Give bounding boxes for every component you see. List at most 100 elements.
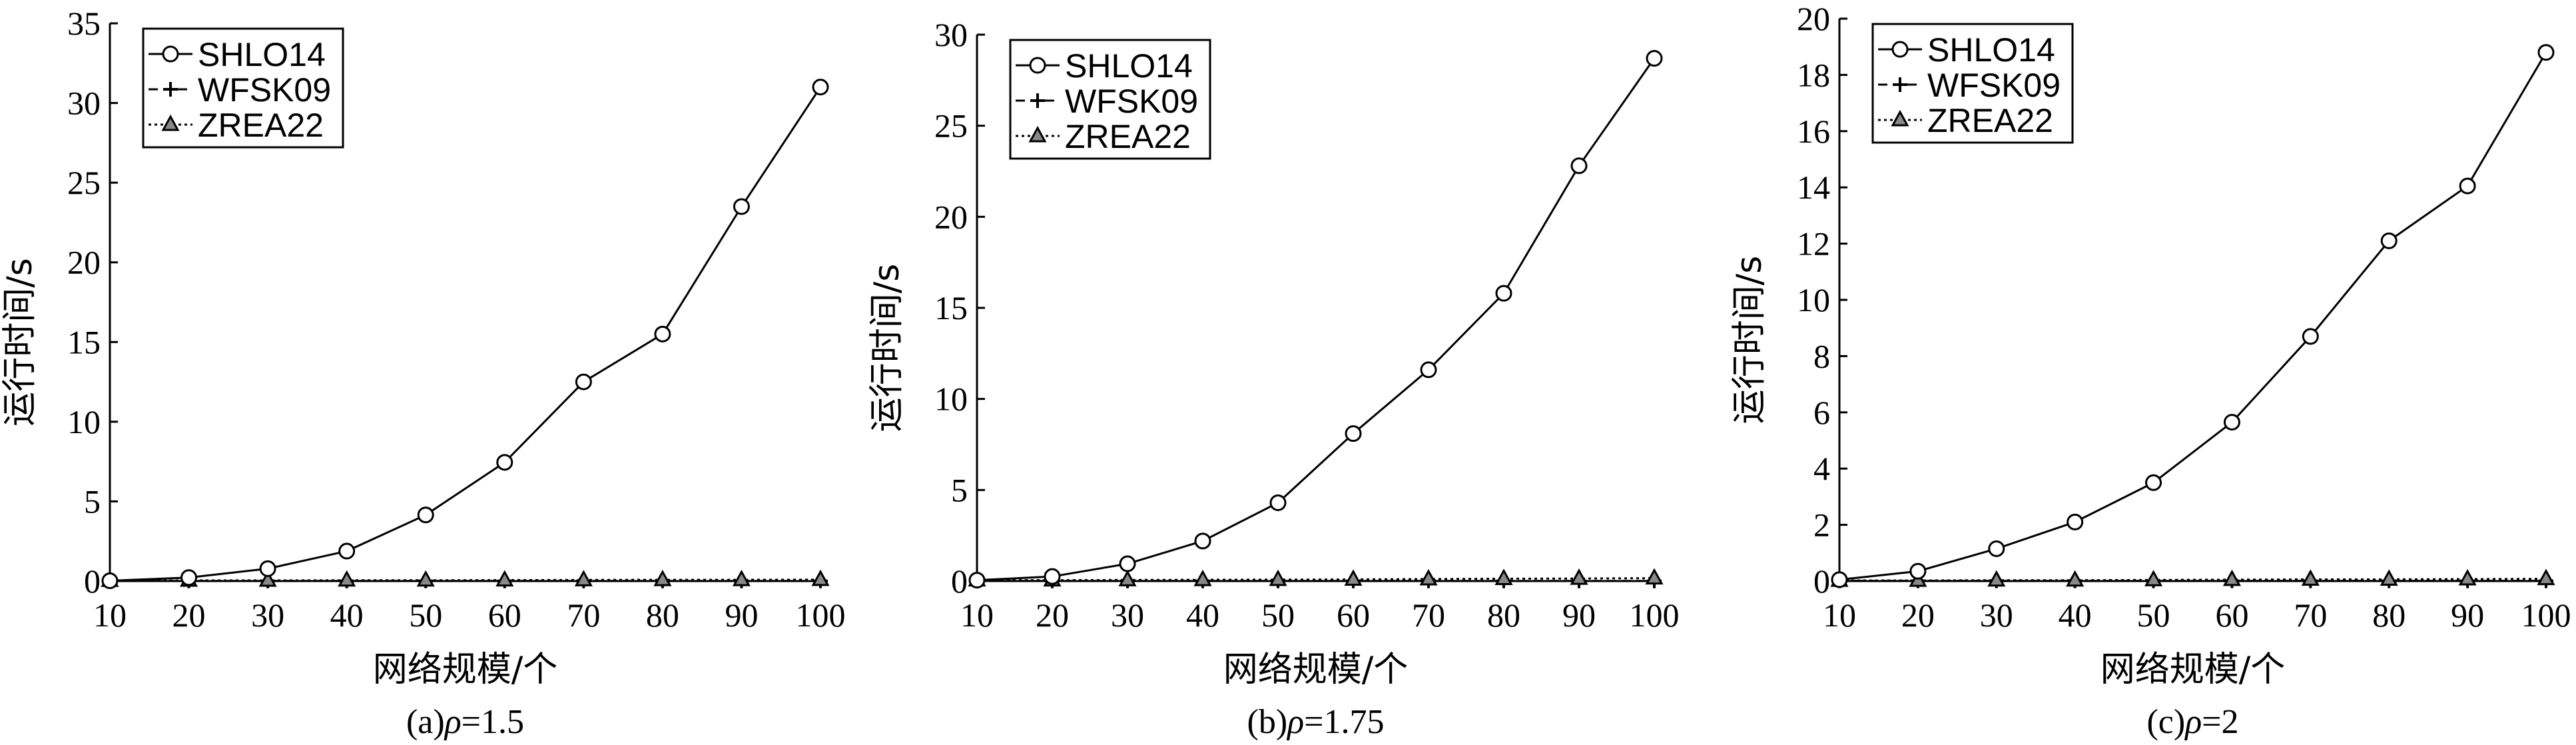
x-tick-label: 50	[2137, 596, 2170, 634]
y-tick-label: 2	[1813, 506, 1830, 544]
y-tick-label: 25	[67, 164, 101, 201]
data-point-ZREA22	[2458, 568, 2477, 586]
data-point-ZREA22	[1269, 569, 1287, 586]
y-tick-label: 10	[1797, 281, 1830, 319]
y-tick-label: 20	[1797, 0, 1830, 37]
panel-caption: (a)ρ=1.5	[406, 703, 524, 741]
x-tick-label: 90	[725, 596, 758, 634]
x-tick-label: 40	[2059, 596, 2092, 634]
x-tick-label: 30	[1980, 596, 2013, 634]
data-point-SHLO14	[2537, 44, 2555, 61]
data-point-ZREA22	[258, 570, 277, 587]
x-tick-label: 40	[1186, 596, 1219, 634]
x-tick-label: 50	[1261, 596, 1295, 634]
legend-label-WFSK09: WFSK09	[1927, 67, 2061, 104]
x-tick-label: 90	[1562, 596, 1596, 634]
caption-symbol: ρ	[444, 703, 462, 741]
legend-marker-WFSK09	[163, 82, 178, 97]
data-point-SHLO14	[2302, 328, 2319, 345]
series-line-ZREA22	[1839, 578, 2547, 582]
y-axis-label: 运行时间/s	[1730, 256, 1770, 424]
series-line-ZREA22	[977, 577, 1655, 582]
data-point-SHLO14	[812, 79, 829, 96]
panel-caption: (c)ρ=2	[2146, 703, 2238, 741]
data-point-SHLO14	[2145, 474, 2162, 491]
data-point-SHLO14	[1345, 425, 1362, 442]
legend-label-WFSK09: WFSK09	[198, 71, 331, 109]
y-tick-label: 0	[1813, 562, 1830, 600]
y-tick-label: 20	[67, 244, 101, 281]
data-point-ZREA22	[574, 570, 593, 586]
x-tick-label: 30	[251, 596, 284, 634]
legend-marker-ZREA22	[1891, 109, 1909, 127]
data-point-SHLO14	[417, 506, 434, 524]
chart-panel-1: 0 5 10 15 20 25 30 10 20 30 40 50 60 70 80 90 100 网络规模/个 运…	[867, 16, 1680, 741]
y-tick-label: 12	[1797, 225, 1830, 263]
data-point-SHLO14	[1831, 571, 1848, 588]
legend-label-ZREA22: ZREA22	[1065, 118, 1191, 155]
panel-caption: (b)ρ=1.75	[1247, 703, 1385, 741]
legend-marker-SHLO14	[1891, 41, 1909, 58]
legend-label-WFSK09: WFSK09	[1065, 83, 1198, 120]
x-tick-label: 10	[960, 596, 994, 634]
data-point-ZREA22	[2144, 570, 2163, 586]
data-point-ZREA22	[732, 569, 751, 586]
x-tick-label: 70	[2294, 596, 2327, 634]
y-tick-label: 5	[84, 482, 101, 520]
series-line-SHLO14	[109, 86, 822, 582]
y-tick-label: 30	[67, 85, 101, 122]
y-tick-label: 15	[934, 289, 968, 327]
data-point-SHLO14	[733, 198, 750, 215]
x-tick-label: 100	[1630, 596, 1680, 634]
legend-marker-ZREA22	[161, 114, 180, 131]
legend-label-SHLO14: SHLO14	[1065, 47, 1193, 85]
y-tick-label: 8	[1813, 337, 1830, 374]
data-point-SHLO14	[575, 373, 592, 390]
data-point-SHLO14	[1044, 568, 1061, 585]
legend-marker-WFSK09	[1030, 93, 1045, 108]
data-point-SHLO14	[2459, 177, 2476, 195]
data-point-ZREA22	[2222, 569, 2241, 586]
y-tick-label: 0	[951, 562, 968, 600]
data-point-ZREA22	[2301, 569, 2320, 586]
data-point-ZREA22	[1987, 570, 2006, 587]
caption-value: =1.5	[462, 703, 524, 741]
caption-prefix: (c)	[2146, 703, 2185, 741]
data-point-SHLO14	[1119, 555, 1136, 572]
data-point-ZREA22	[1419, 568, 1438, 586]
data-point-ZREA22	[1494, 568, 1513, 585]
y-tick-label: 6	[1813, 394, 1830, 431]
chart-panel-0: 0 5 10 15 20 25 30 35 10 20 30 40 50 60 70 80 90 100 网络规模/…	[0, 5, 846, 741]
data-point-ZREA22	[1118, 570, 1137, 586]
x-tick-label: 60	[488, 596, 521, 634]
x-tick-label: 60	[1337, 596, 1370, 634]
x-axis-label: 网络规模/个	[2100, 650, 2286, 690]
legend-marker-WFSK09	[1893, 77, 1907, 92]
legend-marker-ZREA22	[1028, 125, 1047, 143]
data-point-ZREA22	[811, 569, 830, 586]
data-point-SHLO14	[1570, 157, 1588, 175]
data-point-SHLO14	[1269, 494, 1287, 511]
data-point-SHLO14	[2223, 414, 2240, 431]
y-tick-label: 5	[951, 471, 968, 508]
x-tick-label: 20	[1036, 596, 1069, 634]
x-tick-label: 20	[1901, 596, 1935, 634]
x-tick-label: 50	[409, 596, 442, 634]
data-point-ZREA22	[2380, 569, 2398, 586]
y-axis-label: 运行时间/s	[0, 258, 40, 426]
data-point-SHLO14	[1988, 540, 2005, 557]
x-tick-label: 60	[2215, 596, 2248, 634]
data-point-ZREA22	[338, 570, 356, 587]
data-point-ZREA22	[1645, 568, 1664, 585]
series-line-SHLO14	[1839, 51, 2547, 581]
data-point-ZREA22	[1344, 569, 1363, 586]
data-point-SHLO14	[968, 572, 986, 589]
y-tick-label: 25	[934, 107, 968, 145]
legend-label-SHLO14: SHLO14	[1927, 31, 2055, 69]
data-point-SHLO14	[101, 572, 119, 590]
caption-symbol: ρ	[2184, 703, 2202, 741]
